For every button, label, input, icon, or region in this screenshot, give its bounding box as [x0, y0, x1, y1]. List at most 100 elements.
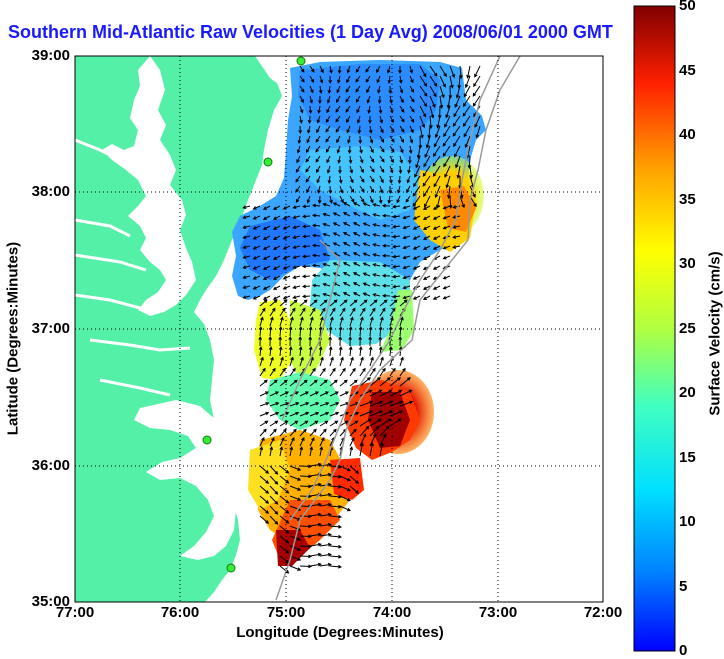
- current-arrow: [464, 135, 471, 149]
- current-arrow: [362, 292, 371, 297]
- current-arrow: [362, 232, 371, 237]
- current-arrow: [459, 195, 465, 209]
- current-arrow: [442, 285, 451, 290]
- colorbar-tick-label: 25: [679, 320, 696, 337]
- current-arrow: [358, 346, 363, 357]
- current-arrow: [418, 135, 423, 150]
- current-arrow: [259, 505, 270, 514]
- current-arrow: [336, 135, 341, 144]
- current-arrow: [439, 85, 445, 99]
- current-arrow: [422, 205, 431, 210]
- current-arrow: [269, 356, 274, 367]
- current-arrow: [405, 195, 411, 203]
- current-arrow: [289, 307, 296, 317]
- current-arrow: [362, 222, 371, 227]
- current-arrow: [443, 155, 451, 168]
- current-arrow: [399, 95, 404, 104]
- current-arrow: [392, 234, 401, 239]
- current-arrow: [328, 75, 333, 85]
- current-arrow: [376, 75, 381, 84]
- current-arrow: [368, 115, 372, 125]
- current-arrow: [309, 411, 320, 417]
- radar-station-marker: [296, 56, 306, 66]
- current-arrow: [432, 165, 441, 177]
- current-arrow: [432, 295, 441, 300]
- current-arrow: [356, 115, 361, 124]
- current-arrow: [322, 282, 331, 287]
- current-arrow: [299, 514, 313, 519]
- current-arrow: [349, 367, 356, 377]
- current-arrow: [305, 175, 311, 183]
- current-arrow: [389, 115, 394, 124]
- current-arrow: [339, 299, 348, 307]
- current-arrow: [422, 175, 431, 187]
- current-arrow: [339, 465, 351, 472]
- x-tick-label: 75:00: [266, 604, 306, 621]
- current-arrow: [349, 465, 360, 474]
- current-arrow: [464, 75, 471, 89]
- current-arrow: [329, 420, 339, 427]
- current-arrow: [329, 299, 338, 307]
- current-arrow: [338, 165, 342, 175]
- current-arrow: [259, 307, 266, 317]
- current-arrow: [415, 155, 421, 169]
- current-arrow: [392, 284, 401, 289]
- current-arrow: [369, 195, 374, 204]
- current-arrow: [279, 316, 284, 327]
- current-arrow: [452, 235, 461, 239]
- x-tick-label: 74:00: [372, 604, 412, 621]
- current-arrow: [425, 135, 431, 149]
- current-arrow: [338, 335, 343, 347]
- current-arrow: [309, 307, 316, 317]
- current-arrow: [392, 254, 401, 259]
- current-arrow: [402, 295, 411, 300]
- current-arrow: [329, 391, 340, 397]
- current-arrow: [309, 522, 322, 527]
- current-arrow: [432, 265, 441, 270]
- current-arrow: [332, 292, 341, 297]
- current-arrow: [279, 505, 290, 514]
- current-arrow: [453, 135, 461, 148]
- current-arrow: [309, 391, 320, 397]
- current-arrow: [301, 224, 311, 229]
- current-arrow: [423, 185, 431, 198]
- current-arrow: [424, 145, 431, 158]
- current-arrow: [388, 85, 393, 95]
- current-arrow: [392, 244, 401, 249]
- current-arrow: [339, 391, 350, 397]
- bathymetry-contours: [275, 56, 521, 601]
- current-arrow: [359, 307, 366, 317]
- current-arrow: [339, 420, 349, 427]
- current-arrow: [379, 299, 388, 307]
- current-arrow: [309, 532, 322, 537]
- current-arrow: [329, 564, 342, 569]
- current-arrow: [312, 253, 321, 258]
- current-arrow: [398, 65, 402, 75]
- current-arrow: [432, 225, 441, 230]
- colorbar-tick-label: 30: [679, 255, 696, 272]
- current-arrow: [309, 436, 315, 447]
- current-arrow: [452, 245, 461, 249]
- current-arrow: [352, 282, 361, 287]
- current-arrow: [352, 262, 361, 267]
- current-arrow: [309, 401, 320, 407]
- current-arrow: [316, 115, 321, 124]
- current-arrow: [381, 263, 391, 268]
- colorbar-tick-label: 50: [679, 0, 696, 14]
- current-arrow: [422, 215, 431, 220]
- current-arrow: [445, 175, 451, 189]
- current-arrow: [368, 125, 373, 134]
- current-arrow: [329, 316, 334, 327]
- current-arrow: [339, 495, 351, 502]
- current-arrow: [372, 203, 381, 207]
- current-arrow: [398, 335, 403, 347]
- current-arrow: [369, 185, 375, 193]
- current-arrow: [381, 283, 391, 288]
- current-arrow: [402, 275, 411, 280]
- current-arrow: [342, 272, 351, 277]
- current-arrow: [262, 285, 271, 290]
- current-arrow: [329, 554, 342, 559]
- current-arrow: [396, 195, 401, 204]
- current-arrow: [329, 534, 342, 539]
- current-arrow: [326, 155, 331, 164]
